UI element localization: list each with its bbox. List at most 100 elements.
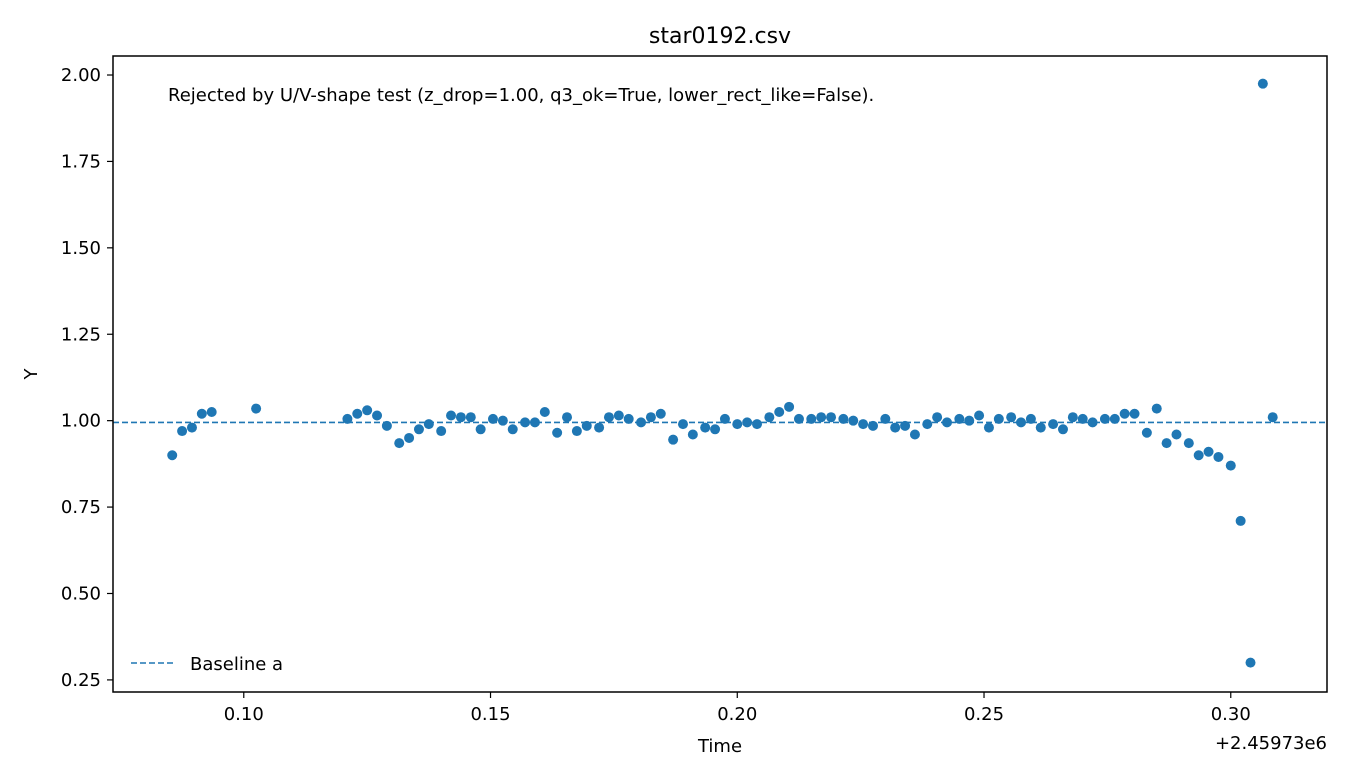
data-point [1235,515,1246,526]
data-point [167,450,178,461]
data-point [362,405,373,416]
data-point [909,429,920,440]
data-point [858,419,869,430]
data-point [668,434,679,445]
y-tick-label: 0.50 [61,583,101,604]
data-point [507,424,518,435]
data-point [1257,78,1268,89]
data-point [880,413,891,424]
data-point [1245,657,1256,668]
data-point [251,403,262,414]
data-point [1109,413,1120,424]
data-point [613,410,624,421]
data-point [1267,412,1278,423]
x-tick-label: 0.25 [964,704,1004,725]
data-point [1203,446,1214,457]
data-point [1183,438,1194,449]
x-tick-label: 0.15 [470,704,510,725]
data-point [900,420,911,431]
data-point [394,438,405,449]
y-tick-label: 0.25 [61,670,101,691]
data-point [465,412,476,423]
y-tick-label: 2.00 [61,65,101,86]
data-point [1171,429,1182,440]
data-point [719,413,730,424]
data-point [1225,460,1236,471]
data-point [381,420,392,431]
data-point [687,429,698,440]
data-point [742,417,753,428]
data-point [655,408,666,419]
data-point [571,426,582,437]
legend: Baseline a [131,654,283,675]
data-point [826,412,837,423]
data-point [867,420,878,431]
chart-title: star0192.csv [649,24,791,49]
data-point [352,408,363,419]
data-point [1193,450,1204,461]
data-point [372,410,383,421]
y-tick-label: 0.75 [61,497,101,518]
data-point [1006,412,1017,423]
x-tick-label: 0.30 [1211,704,1251,725]
data-point [562,412,573,423]
data-point [1141,427,1152,438]
data-point [1025,413,1036,424]
data-point [1067,412,1078,423]
y-tick-label: 1.00 [61,411,101,432]
axis-ticks: 0.10 0.15 0.20 0.25 0.30 0.25 0.50 0.75 1.00 1.25… [61,65,1251,725]
data-point [1035,422,1046,433]
data-point [603,412,614,423]
data-point [413,424,424,435]
data-point [993,413,1004,424]
x-axis-label: Time [697,736,742,757]
data-point [764,412,775,423]
data-point [848,415,859,426]
data-point [206,407,217,418]
data-point [1016,417,1027,428]
data-point [922,419,933,430]
data-point [974,410,985,421]
data-point [446,410,457,421]
data-point [1099,413,1110,424]
data-point [529,417,540,428]
y-tick-label: 1.25 [61,324,101,345]
legend-label-baseline: Baseline a [190,654,283,675]
data-point [700,422,711,433]
data-point [816,412,827,423]
y-tick-label: 1.75 [61,151,101,172]
data-point [793,413,804,424]
data-point [196,408,207,419]
data-point [520,417,531,428]
data-point [552,427,563,438]
data-point [932,412,943,423]
data-point [623,413,634,424]
data-point [942,417,953,428]
y-tick-label: 1.50 [61,238,101,259]
plot-frame [112,55,1328,693]
data-point [806,413,817,424]
x-tick-label: 0.10 [224,704,264,725]
rejection-annotation: Rejected by U/V-shape test (z_drop=1.00,… [168,85,874,106]
data-point [1119,408,1130,419]
x-axis-offset-label: +2.45973e6 [1215,733,1327,754]
data-point [186,422,197,433]
data-point [636,417,647,428]
x-tick-label: 0.20 [717,704,757,725]
data-point [710,424,721,435]
data-point [1077,413,1088,424]
data-point [1087,417,1098,428]
data-point [436,426,447,437]
data-point [594,422,605,433]
data-point [404,432,415,443]
data-point [677,419,688,430]
data-point [784,401,795,412]
data-point [1151,403,1162,414]
data-point [487,413,498,424]
data-point [838,413,849,424]
data-point [774,407,785,418]
data-point [645,412,656,423]
y-axis-label: Y [21,368,42,381]
